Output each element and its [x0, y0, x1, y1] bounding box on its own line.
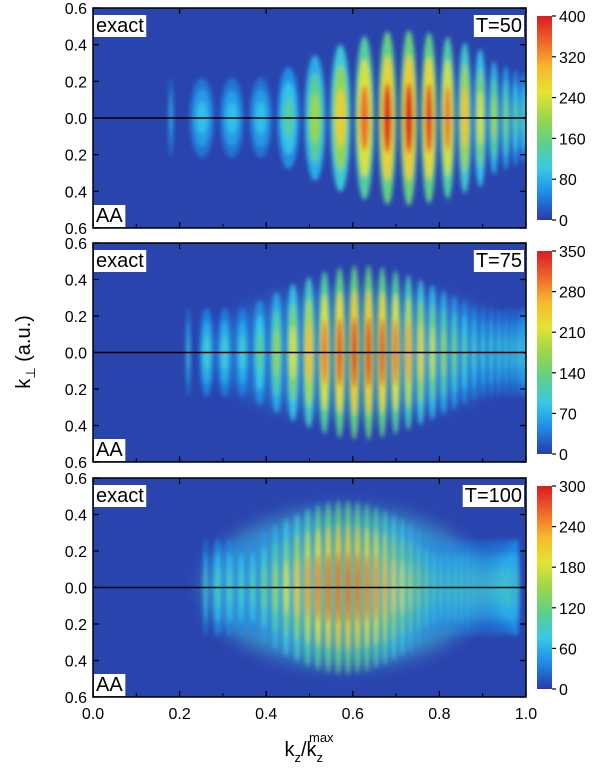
- colorbar-tick-label: 0: [559, 682, 568, 699]
- y-tick-label: 0.2: [65, 382, 87, 399]
- colorbar-2: 350 280 210 140 70 0: [537, 244, 586, 464]
- y-tick-label: 0.6: [65, 236, 87, 253]
- colorbar-tick-label: 160: [559, 131, 586, 148]
- x-tick-label: 1.0: [515, 706, 537, 723]
- label-aa-bg: [94, 205, 126, 227]
- colorbar-tick-label: 0: [559, 213, 568, 230]
- label-exact: exact: [96, 250, 144, 272]
- y-tick-label: 0.6: [65, 690, 87, 707]
- y-tick-label: 0.2: [65, 74, 87, 91]
- label-time-bg: [462, 485, 524, 507]
- x-axis-title-sub2: z: [317, 750, 324, 765]
- y-tick-label: 0.4: [65, 654, 87, 671]
- colorbar-tick-label: 70: [559, 406, 577, 423]
- y-tick-label: 0.4: [65, 419, 87, 436]
- colorbar-tick-label: 240: [559, 91, 586, 108]
- y-axis-title: k⊥ (a.u.): [13, 315, 38, 389]
- panel-2: 0.6 0.4 0.2 0.0 0.2 0.4 0.6 exact AA T=75 350 280 21…: [65, 236, 586, 472]
- y-tick-label: 0.0: [65, 111, 87, 128]
- colorbar-tick-label: 140: [559, 366, 586, 383]
- y-axis-title-sub: ⊥: [23, 367, 38, 378]
- x-axis-title-mid: /k: [301, 739, 318, 761]
- colorbar-tick-label: 60: [559, 641, 577, 658]
- colorbar-tick-label: 320: [559, 50, 586, 67]
- colorbar-tick-label: 120: [559, 601, 586, 618]
- colorbar-tick-label: 0: [559, 447, 568, 464]
- label-aa-bg: [94, 439, 126, 461]
- colorbar-tick-label: 280: [559, 285, 586, 302]
- x-axis-title-base: k: [284, 739, 295, 761]
- y-tick-label: 0.6: [65, 1, 87, 18]
- label-time-bg: [473, 15, 524, 37]
- colorbar-1: 400 320 240 160 80 0: [537, 9, 586, 230]
- y-axis-title-base: k: [13, 378, 35, 389]
- label-exact: exact: [96, 485, 144, 507]
- y-tick-label: 0.2: [65, 617, 87, 634]
- label-aa: AA: [96, 439, 123, 461]
- panel-3: 0.60.40.20.00.20.40.60.0 0.2 0.4 0.6 0.8 1.0e…: [65, 471, 586, 723]
- label-time: T=100: [465, 485, 522, 507]
- colorbar-gradient: [537, 251, 552, 454]
- y-tick-label: 0.2: [65, 544, 87, 561]
- y-tick-label: 0.0: [65, 346, 87, 363]
- y-tick-label: 0.6: [65, 221, 87, 238]
- colorbar-gradient: [537, 16, 552, 220]
- colorbar-3: 300 240 180 120 60 0: [537, 479, 586, 699]
- plot-area-3: [93, 478, 526, 697]
- panel-1: 0.6 0.4 0.2 0.0 0.2 0.4 0.6 exact AA T=50 400 320 24…: [65, 1, 586, 238]
- colorbar-tick-label: 400: [559, 9, 586, 26]
- label-time: T=75: [476, 250, 522, 272]
- y-tick-label: 0.6: [65, 455, 87, 472]
- x-tick-label: 0.8: [428, 706, 450, 723]
- y-axis-title-rest: (a.u.): [13, 315, 35, 367]
- label-aa-bg: [94, 674, 126, 696]
- y-tick-label: 0.2: [65, 309, 87, 326]
- colorbar-tick-label: 300: [559, 479, 586, 496]
- y-tick-label: 0.4: [65, 273, 87, 290]
- colorbar-tick-label: 180: [559, 560, 586, 577]
- x-axis-title-sup2: max: [309, 730, 334, 745]
- colorbar-gradient: [537, 486, 552, 689]
- label-time-bg: [473, 250, 524, 272]
- plot-area-2: [93, 243, 526, 462]
- plot-area-1: [93, 8, 526, 228]
- label-exact: exact: [96, 15, 144, 37]
- colorbar-tick-label: 240: [559, 520, 586, 537]
- y-tick-label: 0.4: [65, 508, 87, 525]
- x-tick-label: 0.4: [255, 706, 277, 723]
- fringes: [168, 30, 526, 206]
- y-tick-label: 0.6: [65, 471, 87, 488]
- colorbar-tick-label: 80: [559, 172, 577, 189]
- label-time: T=50: [476, 15, 522, 37]
- x-tick-label: 0.6: [342, 706, 364, 723]
- x-tick-label: 0.0: [82, 706, 104, 723]
- colorbar-tick-label: 350: [559, 244, 586, 261]
- y-tick-label: 0.2: [65, 148, 87, 165]
- label-aa: AA: [96, 205, 123, 227]
- label-aa: AA: [96, 674, 123, 696]
- y-tick-label: 0.0: [65, 581, 87, 598]
- x-axis-title-sub: z: [294, 750, 301, 765]
- label-exact-bg: [94, 250, 147, 272]
- heatmap-panels: 0.6 0.4 0.2 0.0 0.2 0.4 0.6 exact AA T=50 400 320 24…: [65, 1, 586, 723]
- y-tick-label: 0.4: [65, 184, 87, 201]
- y-tick-label: 0.4: [65, 38, 87, 55]
- x-tick-label: 0.2: [168, 706, 190, 723]
- x-axis-title: kz/kzmax: [284, 730, 334, 765]
- label-exact-bg: [94, 15, 147, 37]
- colorbar-tick-label: 210: [559, 325, 586, 342]
- label-exact-bg: [94, 485, 147, 507]
